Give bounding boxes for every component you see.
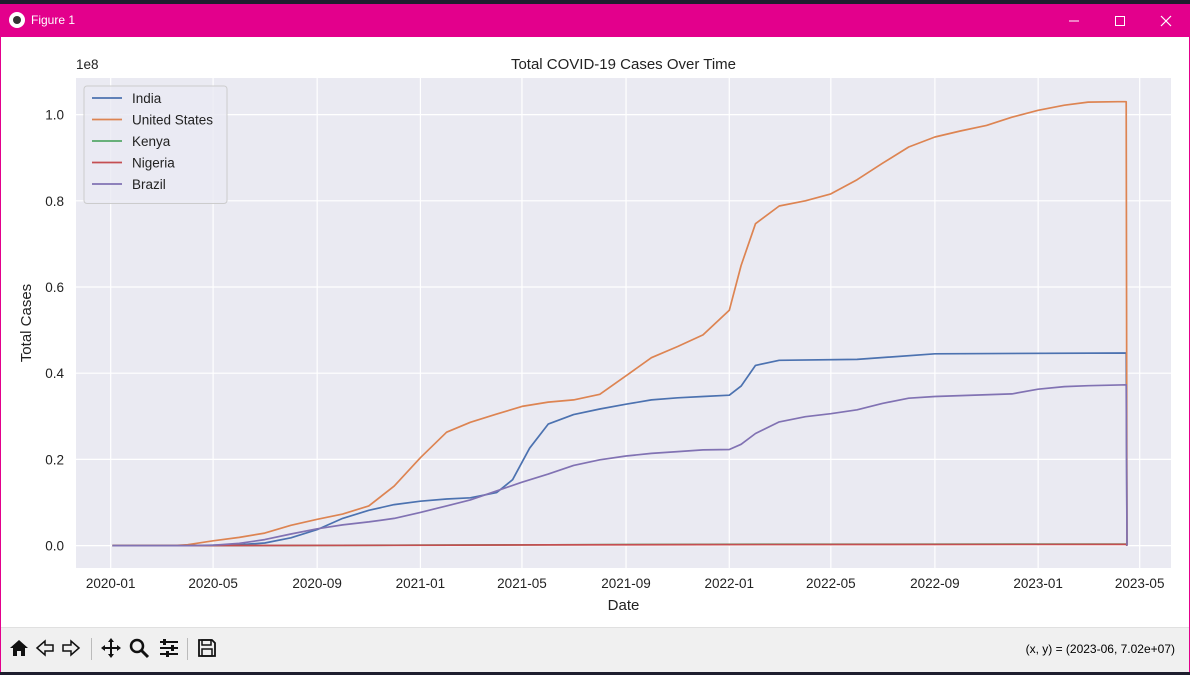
x-tick-label: 2021-09	[601, 576, 651, 591]
y-tick-label: 1.0	[45, 108, 64, 123]
legend-label-2: Kenya	[132, 134, 171, 149]
home-button[interactable]	[5, 634, 33, 662]
legend-label-4: Brazil	[132, 177, 166, 192]
matplotlib-icon	[9, 12, 25, 28]
coordinate-readout: (x, y) = (2023-06, 7.02e+07)	[1025, 642, 1175, 656]
home-icon	[10, 640, 28, 656]
window-title: Figure 1	[31, 13, 76, 27]
back-icon	[35, 639, 54, 657]
x-tick-label: 2022-05	[806, 576, 856, 591]
x-tick-label: 2021-01	[396, 576, 446, 591]
x-tick-label: 2020-01	[86, 576, 136, 591]
x-tick-label: 2021-05	[497, 576, 547, 591]
navigation-toolbar: (x, y) = (2023-06, 7.02e+07)	[1, 627, 1189, 672]
plot-area	[76, 78, 1171, 568]
close-icon	[1160, 15, 1172, 27]
configure-subplots-button[interactable]	[155, 634, 183, 662]
legend-label-1: United States	[132, 113, 213, 128]
minimize-icon	[1069, 20, 1079, 22]
minimize-button[interactable]	[1051, 5, 1097, 37]
x-tick-label: 2020-09	[292, 576, 342, 591]
y-tick-label: 0.8	[45, 194, 64, 209]
x-tick-label: 2022-09	[910, 576, 960, 591]
chart-title: Total COVID-19 Cases Over Time	[511, 56, 736, 73]
y-tick-label: 0.0	[45, 539, 64, 554]
x-tick-label: 2023-05	[1115, 576, 1165, 591]
zoom-button[interactable]	[125, 634, 153, 662]
maximize-icon	[1115, 16, 1125, 26]
toolbar-separator	[91, 638, 92, 660]
series-line-3	[112, 543, 1128, 547]
back-button[interactable]	[31, 634, 59, 662]
close-button[interactable]	[1143, 5, 1189, 37]
y-tick-label: 0.2	[45, 452, 64, 467]
configure-subplots-icon	[160, 639, 178, 657]
y-axis-label: Total Cases	[18, 284, 35, 362]
y-offset-label: 1e8	[76, 57, 99, 72]
title-bar[interactable]: Figure 1	[1, 5, 1189, 37]
x-axis-label: Date	[608, 597, 640, 614]
figure-window: Figure 1 2020-01 2020-05 2020-09 2021-01 202…	[0, 4, 1190, 672]
zoom-icon	[129, 638, 150, 659]
y-tick-label: 0.4	[45, 366, 64, 381]
x-tick-label: 2022-01	[705, 576, 755, 591]
figure-canvas[interactable]: 2020-01 2020-05 2020-09 2021-01 2021-05 2021-…	[1, 37, 1189, 627]
pan-button[interactable]	[97, 634, 125, 662]
chart: 2020-01 2020-05 2020-09 2021-01 2021-05 2021-…	[18, 56, 1171, 614]
pan-icon	[101, 638, 121, 658]
series-line-4	[112, 383, 1128, 547]
forward-icon	[62, 639, 81, 657]
x-tick-label: 2020-05	[188, 576, 238, 591]
save-button[interactable]	[193, 634, 221, 662]
forward-button[interactable]	[57, 634, 85, 662]
legend-label-0: India	[132, 91, 162, 106]
maximize-button[interactable]	[1097, 5, 1143, 37]
legend-box	[83, 85, 228, 204]
legend-label-3: Nigeria	[132, 156, 175, 171]
x-tick-label: 2023-01	[1013, 576, 1063, 591]
save-icon	[198, 639, 216, 657]
toolbar-separator	[187, 638, 188, 660]
series-line-0	[112, 352, 1128, 547]
series-line-1	[112, 100, 1128, 547]
y-tick-label: 0.6	[45, 280, 64, 295]
